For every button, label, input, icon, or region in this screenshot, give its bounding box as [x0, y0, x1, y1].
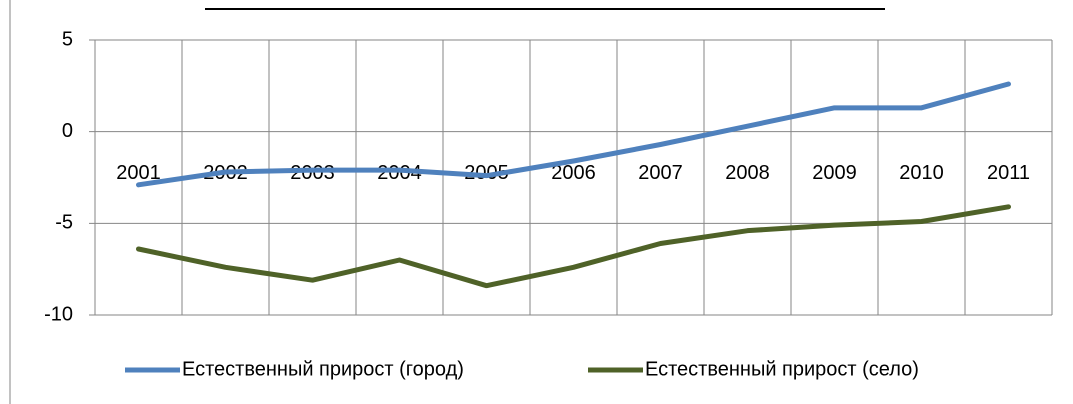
- x-tick-label: 2007: [638, 162, 683, 184]
- x-tick-label: 2010: [899, 162, 944, 184]
- x-tick-label: 2003: [290, 162, 335, 184]
- y-tick-label: -10: [44, 303, 73, 325]
- x-tick-label: 2008: [725, 162, 770, 184]
- x-tick-label: 2005: [464, 162, 509, 184]
- x-tick-label: 2001: [116, 162, 161, 184]
- x-tick-label: 2004: [377, 162, 422, 184]
- series-line: [136, 81, 1011, 188]
- y-tick-label: 5: [62, 28, 73, 50]
- y-tick-label: 0: [62, 120, 73, 142]
- x-tick-label: 2009: [812, 162, 857, 184]
- series-line: [136, 204, 1011, 289]
- x-tick-label: 2006: [551, 162, 596, 184]
- legend-label: Естественный прирост (город): [182, 358, 464, 380]
- legend-label: Естественный прирост (село): [645, 358, 919, 380]
- x-tick-label: 2011: [987, 162, 1030, 184]
- y-tick-label: -5: [55, 212, 73, 234]
